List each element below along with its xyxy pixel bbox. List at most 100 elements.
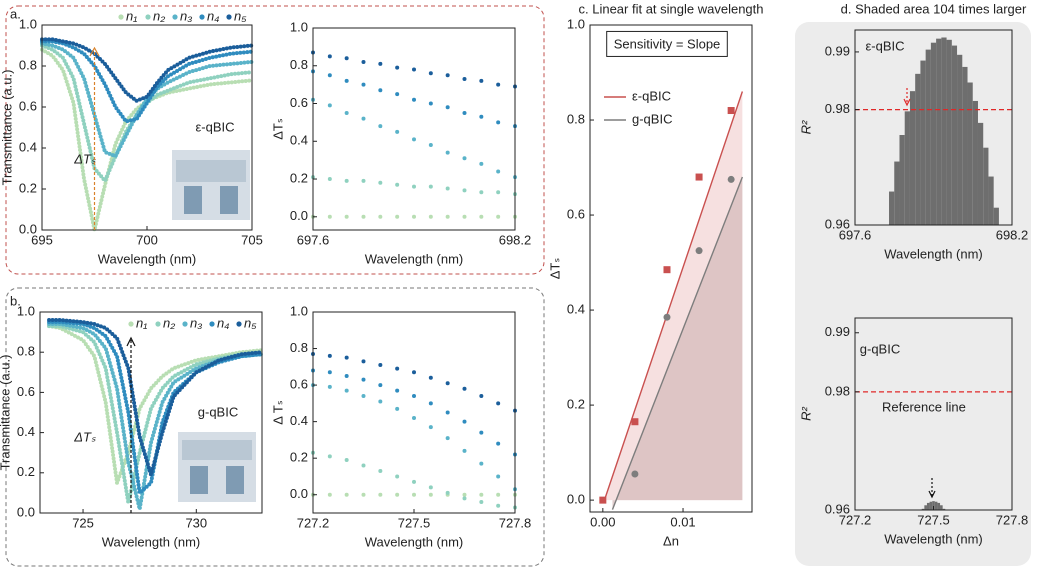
annotation: Sensitivity = Slope [614, 36, 721, 51]
data-point [378, 61, 383, 66]
legend-marker [199, 14, 205, 20]
data-point [361, 82, 366, 87]
bar [889, 191, 895, 225]
spectrum-line [40, 39, 254, 124]
bar [942, 508, 946, 510]
bar [962, 66, 968, 225]
data-point [412, 97, 416, 102]
data-point [462, 188, 467, 193]
y-tick-label: 0.2 [567, 397, 585, 412]
data-point [462, 496, 467, 501]
data-point [361, 394, 366, 399]
x-tick-label: 0.01 [670, 514, 695, 529]
data-point [496, 190, 501, 195]
bar [940, 505, 943, 510]
x-axis-label: Wavelength (nm) [365, 251, 464, 266]
arrow-head [126, 336, 136, 347]
x-tick-label: 700 [136, 232, 158, 247]
data-point [412, 394, 416, 399]
y-axis-label: Transmittance (a.u.) [0, 355, 12, 471]
legend-marker [155, 321, 161, 327]
legend-label: n₁ [136, 315, 147, 330]
data-point [479, 461, 484, 466]
data-point [412, 479, 416, 484]
data-point [445, 150, 450, 155]
y-tick-label: 0.8 [17, 344, 35, 359]
data-point [361, 214, 366, 219]
data-point [663, 266, 671, 274]
legend-label: n₁ [126, 8, 137, 23]
data-point [344, 78, 349, 83]
data-point [378, 492, 383, 497]
data-point [428, 214, 433, 219]
data-point [378, 180, 383, 185]
bar [930, 42, 937, 225]
y-axis-label: Δ Tₛ [270, 400, 285, 425]
data-point [428, 101, 433, 106]
data-point [327, 492, 332, 497]
y-tick-label: 0.2 [19, 180, 37, 195]
plot-frame [854, 29, 1013, 226]
bar [921, 508, 925, 510]
bar [988, 176, 994, 225]
data-point [395, 388, 400, 393]
legend-marker [182, 321, 188, 327]
data-point [412, 415, 416, 420]
y-tick-label: 0.99 [825, 324, 850, 339]
data-point [496, 214, 501, 219]
x-axis-label: Wavelength (nm) [98, 251, 197, 266]
y-tick-label: 0.0 [290, 208, 308, 223]
data-point [428, 71, 433, 76]
data-point [344, 458, 349, 463]
data-point [445, 410, 450, 415]
spectrum-line [40, 37, 254, 104]
bar [925, 49, 931, 225]
spectrum-line [40, 43, 254, 185]
data-point [631, 470, 639, 478]
legend-label: n₅ [244, 315, 257, 330]
data-point [428, 375, 433, 380]
y-tick-label: 0.6 [19, 98, 37, 113]
spectrum-line [47, 324, 264, 504]
data-point [378, 88, 383, 93]
y-tick-label: 0.2 [290, 170, 308, 185]
data-point [344, 355, 349, 360]
annotation: ε-qBIC [865, 38, 904, 53]
data-point [395, 492, 400, 497]
x-tick-label: 727.8 [996, 512, 1029, 527]
data-point [445, 73, 450, 78]
legend-label: n₂ [163, 315, 175, 330]
y-tick-label: 0.2 [290, 450, 308, 465]
data-point [479, 500, 484, 505]
legend-marker [236, 321, 242, 327]
data-point [327, 103, 332, 108]
legend-marker [118, 14, 124, 20]
data-point [479, 214, 484, 219]
data-point [327, 73, 332, 78]
data-point [496, 492, 501, 497]
bar [967, 82, 973, 225]
bar [894, 161, 900, 225]
bar [915, 73, 921, 225]
bar [941, 37, 947, 225]
data-point [344, 178, 349, 183]
annotation: ΔTₛ [73, 429, 96, 444]
panel-label: b. [10, 293, 21, 308]
y-tick-label: 1.0 [290, 303, 308, 318]
y-axis-label: R² [798, 406, 813, 420]
legend-marker [128, 321, 134, 327]
x-tick-label: 705 [241, 232, 263, 247]
y-tick-label: 0.2 [17, 464, 35, 479]
x-tick-label: 727.5 [917, 512, 950, 527]
y-tick-label: 0.4 [290, 133, 308, 148]
panel-a-frame [5, 5, 545, 275]
bar [946, 39, 952, 225]
annotation: ε-qBIC [195, 119, 234, 134]
fit-line [603, 91, 744, 501]
data-point [462, 110, 467, 115]
data-point [496, 82, 501, 87]
data-point [479, 492, 484, 497]
data-point [361, 492, 366, 497]
y-tick-label: 1.0 [567, 16, 585, 31]
x-axis-label: Wavelength (nm) [102, 534, 201, 549]
